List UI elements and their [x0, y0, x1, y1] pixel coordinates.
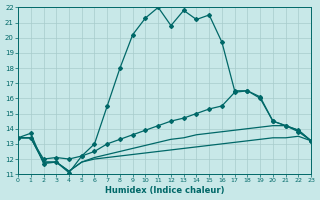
- X-axis label: Humidex (Indice chaleur): Humidex (Indice chaleur): [105, 186, 224, 195]
